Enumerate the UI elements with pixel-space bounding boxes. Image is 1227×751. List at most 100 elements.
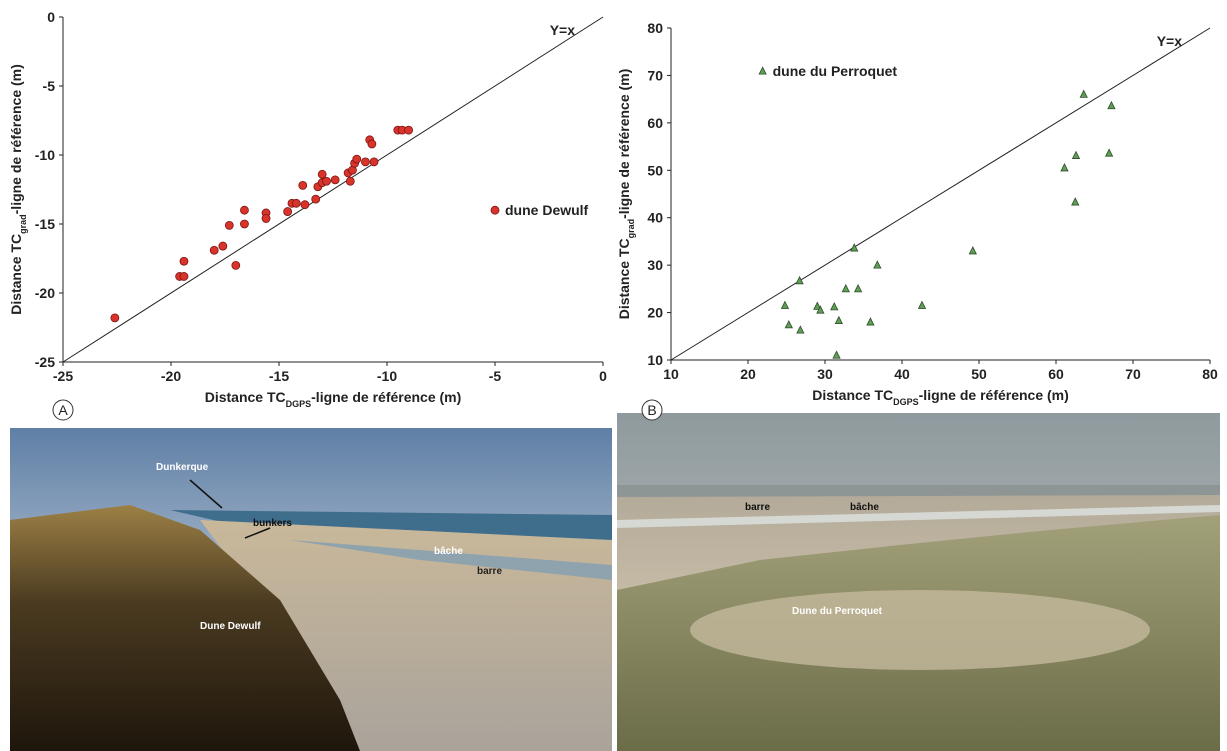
y-tick-label: 30 [647, 257, 663, 273]
point [832, 350, 841, 359]
axis-label: Distance TCgrad-ligne de référence (m) [8, 64, 28, 315]
point [240, 219, 249, 229]
point [367, 139, 377, 149]
y-tick-label: 10 [647, 352, 663, 368]
axis-label-part: -ligne de référence (m) [616, 69, 632, 219]
photo-label: bâche [850, 502, 879, 513]
axis-label-subscript: DGPS [286, 399, 312, 409]
point [813, 301, 822, 310]
point [1060, 163, 1069, 172]
photo-b [617, 413, 1220, 751]
point [291, 198, 301, 208]
y-tick-label: 0 [47, 9, 55, 25]
point [330, 175, 340, 185]
point [218, 241, 228, 251]
photo-label: barre [745, 502, 770, 513]
point [795, 275, 804, 285]
y-tick-label: -25 [35, 354, 55, 370]
x-tick-label: 20 [740, 366, 756, 382]
axis-label-subscript: grad [626, 219, 636, 239]
axis-label: Distance TCDGPS-ligne de référence (m) [812, 387, 1069, 407]
photo-label: Dune Dewulf [200, 621, 261, 632]
y-tick-label: -20 [35, 285, 55, 301]
x-tick-label: 70 [1125, 366, 1141, 382]
y-tick-label: 60 [647, 115, 663, 131]
point [1071, 150, 1081, 159]
y-tick-label: 80 [647, 20, 663, 36]
legend-marker [490, 205, 500, 215]
point [1107, 100, 1116, 110]
point [352, 154, 362, 164]
identity-line [670, 27, 1211, 361]
point [1071, 197, 1080, 206]
point [240, 205, 249, 215]
axis-label-subscript: DGPS [893, 397, 919, 407]
axis-label-subscript: grad [18, 214, 28, 234]
x-tick-label: -25 [53, 368, 73, 384]
legend-label: dune du Perroquet [773, 63, 898, 79]
point [179, 256, 189, 266]
point [780, 300, 790, 309]
annotation: Y=x [1157, 33, 1183, 49]
point [224, 220, 234, 230]
point [311, 194, 321, 204]
photo-label: bunkers [253, 518, 292, 529]
x-tick-label: 30 [817, 366, 833, 382]
point [300, 200, 310, 210]
axis-label-part: -ligne de référence (m) [919, 387, 1069, 403]
panel-b: B [641, 399, 663, 421]
point [968, 246, 977, 255]
point [209, 245, 219, 255]
panel-label: A [58, 402, 68, 418]
x-tick-label: 60 [1048, 366, 1064, 382]
x-tick-label: -20 [161, 368, 181, 384]
x-tick-label: 80 [1202, 366, 1218, 382]
y-tick-label: 70 [647, 67, 663, 83]
point [853, 283, 863, 293]
point [796, 325, 805, 334]
legend-label: dune Dewulf [505, 202, 589, 218]
point [866, 317, 875, 326]
point [873, 260, 882, 269]
axis-label-part: -ligne de référence (m) [8, 64, 24, 214]
point [1104, 148, 1114, 157]
point [110, 313, 120, 323]
point [231, 260, 241, 270]
x-tick-label: -10 [377, 368, 397, 384]
point [917, 300, 927, 309]
panel-label: B [647, 402, 656, 418]
point [179, 272, 189, 281]
y-tick-label: -5 [43, 78, 56, 94]
point [360, 157, 370, 167]
photo-label: Dune du Perroquet [792, 606, 883, 617]
axis-label-part: Distance TC [616, 238, 632, 319]
point [830, 301, 839, 311]
axis-label-part: -ligne de référence (m) [311, 389, 461, 405]
point [298, 180, 308, 190]
point [816, 305, 825, 314]
point [369, 157, 379, 167]
point [784, 320, 793, 329]
annotation: Y=x [550, 22, 576, 38]
panel-a: A [52, 399, 74, 421]
axis-label-part: Distance TC [205, 389, 286, 405]
point [1079, 89, 1088, 98]
y-tick-label: -15 [35, 216, 55, 232]
photo-label: barre [477, 566, 502, 577]
x-tick-label: 40 [894, 366, 910, 382]
x-tick-label: 10 [663, 366, 679, 382]
y-tick-label: 20 [647, 305, 663, 321]
legend-marker [758, 66, 767, 75]
x-tick-label: 0 [599, 368, 607, 384]
point [850, 243, 859, 252]
point [261, 214, 271, 223]
axis-label-part: Distance TC [812, 387, 893, 403]
y-tick-label: 40 [647, 210, 663, 226]
identity-line [62, 16, 604, 363]
point [404, 125, 414, 135]
point [283, 207, 293, 216]
photo-label: Dunkerque [156, 462, 209, 473]
point [322, 176, 331, 186]
photo-a [10, 428, 612, 751]
